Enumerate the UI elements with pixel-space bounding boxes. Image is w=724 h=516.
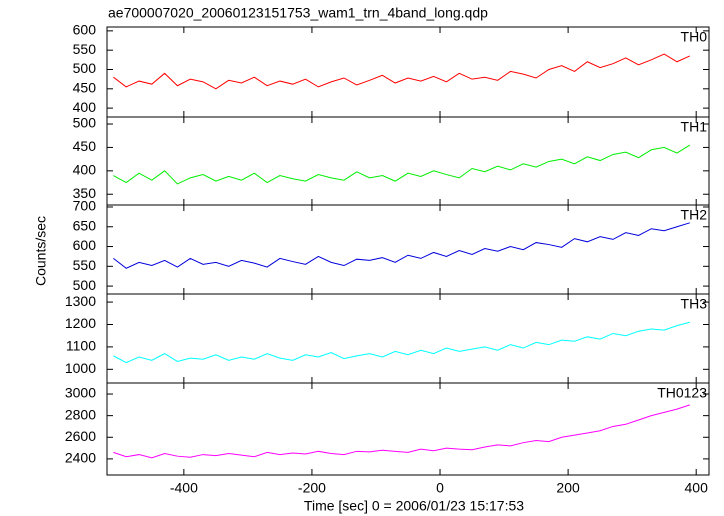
panel-frame	[106, 204, 710, 295]
y-tick-label: 2400	[65, 450, 96, 466]
panel-frame	[106, 26, 710, 118]
series-label: TH3	[681, 296, 708, 312]
x-axis-label: Time [sec] 0 = 2006/01/23 15:17:53	[304, 498, 524, 514]
y-tick-label: 3000	[65, 385, 96, 401]
series-label: TH0123	[657, 385, 707, 401]
y-tick-label: 450	[73, 138, 97, 154]
y-tick-label: 500	[73, 60, 97, 76]
y-tick-label: 1000	[65, 360, 96, 376]
series-label: TH2	[681, 207, 708, 223]
y-tick-label: 400	[73, 162, 97, 178]
x-tick-label: -400	[170, 480, 198, 496]
y-tick-label: 600	[73, 237, 97, 253]
y-tick-label: 600	[73, 22, 97, 38]
y-tick-label: 650	[73, 217, 97, 233]
series-label: TH0	[681, 29, 708, 45]
panel-frame	[106, 116, 710, 206]
y-tick-label: 550	[73, 41, 97, 57]
series-label: TH1	[681, 119, 708, 135]
x-tick-label: 400	[685, 480, 709, 496]
y-tick-label: 2600	[65, 428, 96, 444]
y-tick-label: 450	[73, 80, 97, 96]
chart-title: ae700007020_20060123151753_wam1_trn_4ban…	[108, 5, 488, 21]
data-line	[113, 53, 690, 90]
panel-frame	[106, 293, 710, 384]
x-tick-label: -200	[298, 480, 326, 496]
y-tick-label: 350	[73, 185, 97, 201]
panel-frame	[106, 382, 710, 476]
y-tick-label: 550	[73, 257, 97, 273]
y-tick-label: 500	[73, 115, 97, 131]
y-axis-label: Counts/sec	[33, 216, 49, 286]
data-line	[113, 222, 690, 269]
y-tick-label: 700	[73, 198, 97, 214]
y-tick-label: 1200	[65, 315, 96, 331]
y-tick-label: 1300	[65, 293, 96, 309]
data-line	[113, 144, 691, 185]
y-tick-label: 400	[73, 99, 97, 115]
y-tick-label: 500	[73, 277, 97, 293]
y-tick-label: 2800	[65, 406, 96, 422]
data-line	[113, 321, 690, 364]
y-tick-label: 1100	[66, 338, 96, 354]
data-line	[113, 404, 690, 459]
x-tick-label: 0	[436, 480, 444, 496]
x-tick-label: 200	[556, 480, 580, 496]
